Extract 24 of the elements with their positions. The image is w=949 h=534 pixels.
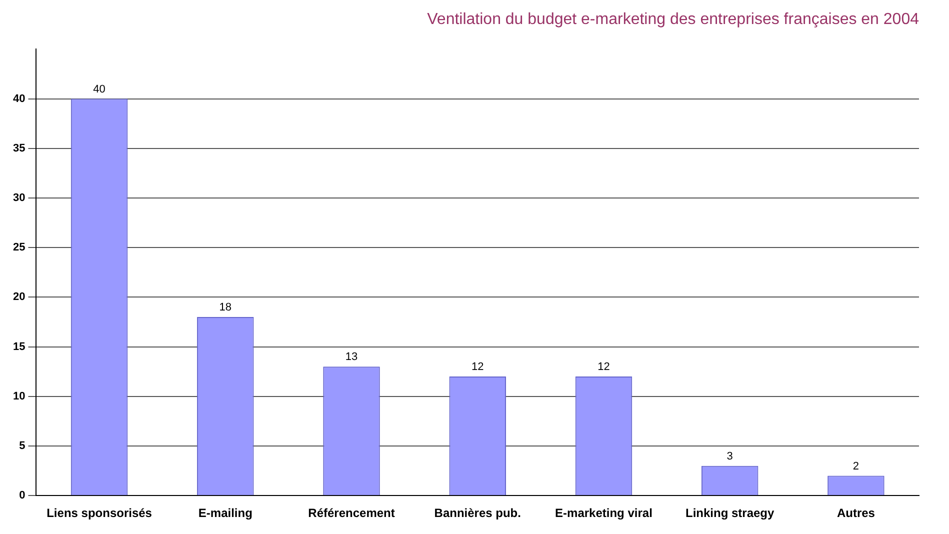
x-tick-label: Autres	[836, 506, 876, 520]
data-label: 40	[93, 83, 106, 96]
y-tick-label: 20	[12, 291, 26, 304]
x-tick-label: Bannières pub.	[434, 506, 521, 520]
data-label: 18	[219, 302, 232, 314]
x-tick-label: E-mailing	[198, 506, 252, 520]
data-label: 3	[726, 450, 733, 462]
y-tick-label: 10	[12, 390, 26, 402]
x-tick-label: Linking straegy	[685, 506, 775, 520]
data-label: 2	[852, 460, 860, 472]
y-tick-label: 35	[12, 142, 26, 154]
y-tick-label: 5	[19, 440, 26, 452]
y-tick-label: 30	[12, 192, 26, 204]
y-tick-label: 40	[12, 92, 26, 105]
y-tick-label: 15	[12, 340, 26, 353]
x-tick-label: Référencement	[308, 506, 395, 520]
x-tick-label: Liens sponsorisés	[46, 506, 152, 520]
chart-title: Ventilation du budget e-marketing des entreprises françaises en 2004	[427, 11, 920, 28]
y-tick-label: 0	[19, 490, 26, 502]
x-tick-label: E-marketing viral	[555, 506, 652, 520]
data-label: 12	[471, 361, 484, 374]
y-tick-label: 25	[12, 242, 26, 254]
data-label: 12	[598, 361, 610, 374]
data-label: 13	[345, 351, 358, 364]
